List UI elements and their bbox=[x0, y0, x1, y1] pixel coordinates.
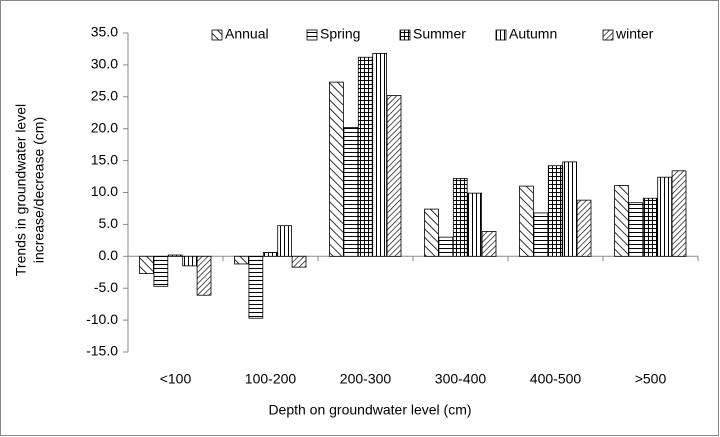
bar bbox=[671, 170, 687, 257]
bar bbox=[291, 255, 307, 268]
y-tick-label: -15.0 bbox=[86, 343, 118, 359]
bar bbox=[277, 225, 293, 257]
bar bbox=[357, 56, 373, 257]
legend-swatch bbox=[306, 29, 318, 41]
bar bbox=[481, 231, 497, 257]
bar bbox=[467, 192, 483, 257]
bar bbox=[182, 255, 197, 267]
x-tick-label: 300-400 bbox=[435, 371, 487, 387]
x-tick-label: 400-500 bbox=[530, 371, 582, 387]
bar bbox=[248, 255, 264, 319]
bar bbox=[196, 255, 212, 296]
bar bbox=[642, 197, 658, 257]
legend-swatch bbox=[602, 29, 614, 41]
y-tick-label: 20.0 bbox=[91, 119, 118, 135]
y-axis-title: Trends in groundwater level increase/dec… bbox=[13, 104, 47, 276]
x-tick-label: 100-200 bbox=[245, 371, 297, 387]
x-axis-title: Depth on groundwater level (cm) bbox=[268, 402, 471, 418]
y-tick-label: -10.0 bbox=[86, 311, 118, 327]
bar bbox=[372, 53, 388, 257]
bar bbox=[547, 165, 563, 257]
x-tick-label: 200-300 bbox=[340, 371, 392, 387]
bar bbox=[262, 252, 278, 257]
legend-swatch bbox=[211, 29, 223, 41]
y-tick-label: 0.0 bbox=[99, 247, 119, 263]
legend-label: Autumn bbox=[509, 26, 557, 42]
bar bbox=[519, 185, 534, 257]
legend-label: Spring bbox=[320, 26, 360, 42]
bar bbox=[329, 81, 344, 257]
bar bbox=[533, 212, 549, 257]
y-tick-label: 35.0 bbox=[91, 24, 118, 40]
bar bbox=[657, 176, 673, 257]
bar bbox=[424, 208, 439, 257]
y-tick-label: 30.0 bbox=[91, 56, 118, 72]
x-tick-label: <100 bbox=[160, 371, 192, 387]
y-axis-title-line: Trends in groundwater level bbox=[13, 104, 29, 276]
y-tick-label: 10.0 bbox=[91, 183, 118, 199]
y-tick-label: 5.0 bbox=[99, 215, 119, 231]
y-tick-label: 25.0 bbox=[91, 88, 118, 104]
bar bbox=[438, 236, 454, 257]
bar bbox=[452, 178, 468, 257]
bar bbox=[576, 199, 592, 257]
bar bbox=[343, 127, 359, 257]
legend-label: Summer bbox=[413, 26, 466, 42]
bar bbox=[614, 185, 629, 257]
y-axis-title-line: increase/decrease (cm) bbox=[31, 117, 47, 263]
bar bbox=[234, 255, 249, 265]
bar bbox=[153, 255, 169, 287]
legend-swatch bbox=[495, 29, 507, 41]
y-tick-label: -5.0 bbox=[94, 279, 118, 295]
legend-label: Annual bbox=[225, 26, 269, 42]
legend-label: winter bbox=[615, 26, 654, 42]
bar bbox=[562, 161, 578, 257]
y-tick-label: 15.0 bbox=[91, 151, 118, 167]
bar bbox=[628, 202, 644, 257]
bar bbox=[139, 255, 154, 274]
x-tick-label: >500 bbox=[635, 371, 667, 387]
bar bbox=[167, 254, 183, 257]
bar bbox=[386, 95, 402, 257]
legend-swatch bbox=[399, 29, 411, 41]
